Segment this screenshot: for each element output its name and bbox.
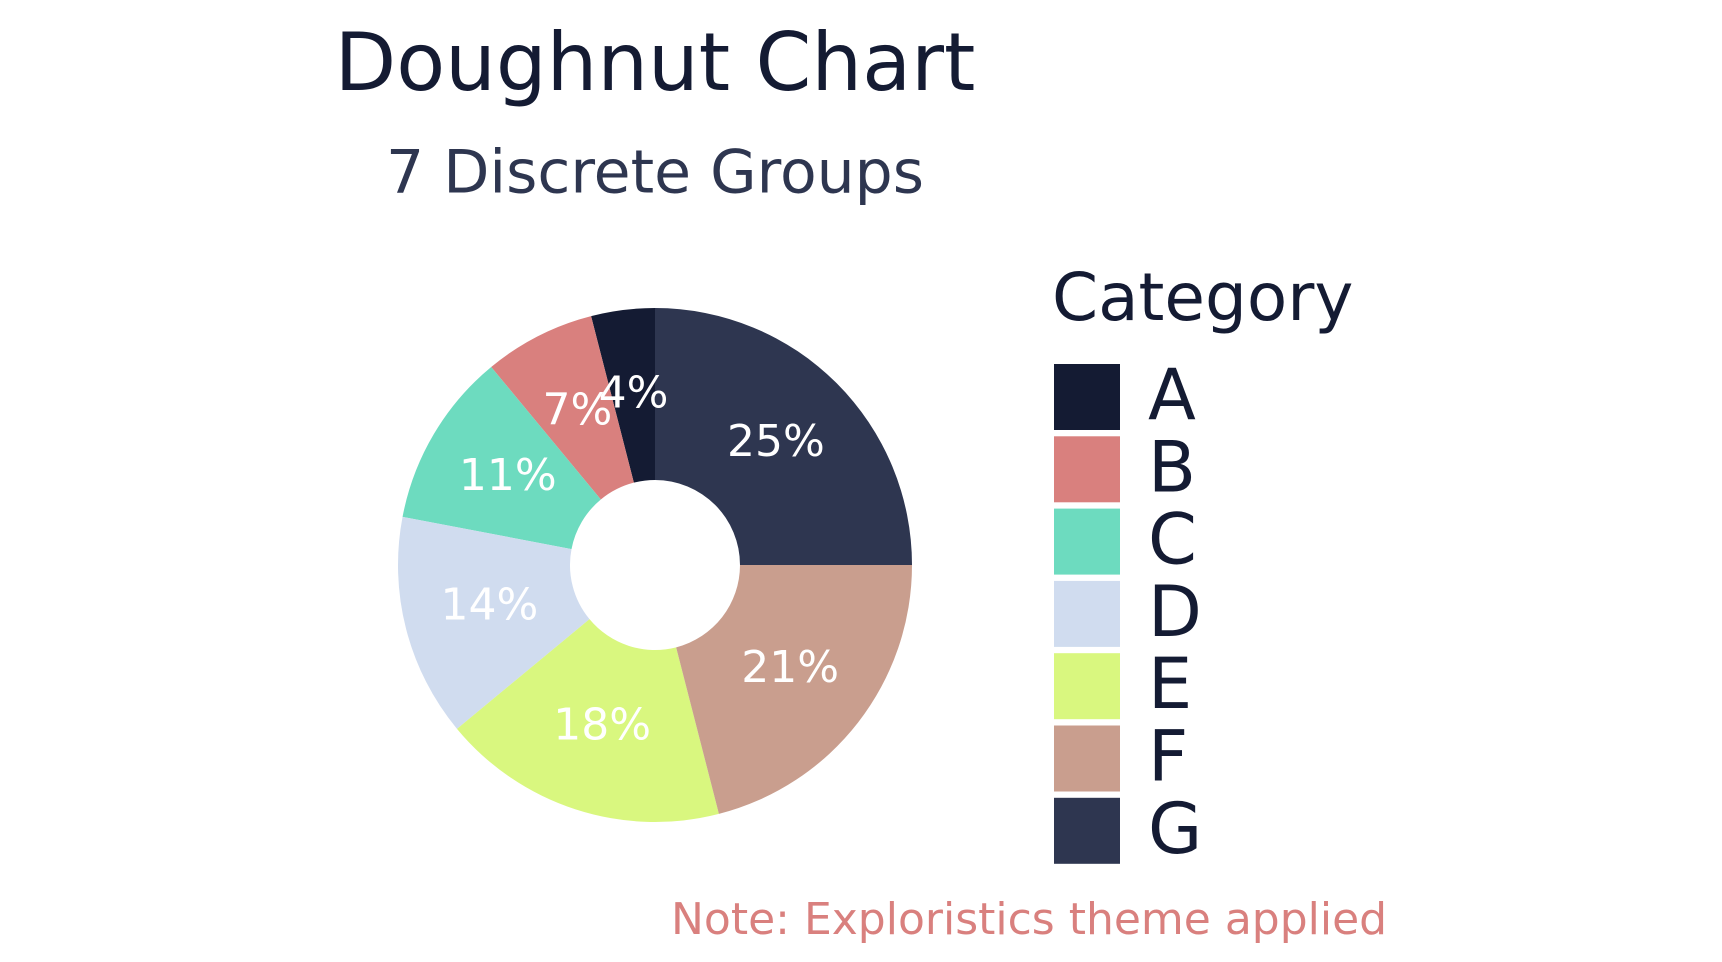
legend-label: E (1148, 643, 1192, 725)
legend-swatch (1054, 436, 1120, 503)
legend-title: Category (1052, 259, 1353, 336)
doughnut-slice (398, 516, 590, 729)
annotation: Note: Exploristics theme applied (671, 894, 1387, 945)
chart-title: Doughnut Chart (335, 16, 976, 109)
legend-label: G (1148, 788, 1202, 870)
legend-swatch (1054, 725, 1120, 792)
doughnut-slice (456, 619, 719, 822)
data-label: 14% (440, 580, 538, 631)
legend-label: A (1148, 354, 1196, 436)
data-label: 18% (553, 700, 651, 751)
legend-label: B (1148, 426, 1196, 508)
legend-swatch (1054, 653, 1120, 720)
legend-swatch (1054, 580, 1120, 647)
data-label: 4% (599, 367, 669, 418)
legend-label: D (1148, 571, 1202, 653)
doughnut-slice (655, 308, 912, 565)
data-label: 7% (542, 385, 612, 436)
legend-swatch (1054, 508, 1120, 575)
data-label: 11% (459, 450, 557, 501)
doughnut-slice (491, 316, 634, 500)
doughnut-slice (402, 366, 601, 550)
doughnut-slice (676, 565, 912, 814)
chart-subtitle: 7 Discrete Groups (386, 138, 924, 208)
doughnut-slice (591, 308, 655, 483)
legend-swatch (1054, 797, 1120, 864)
data-label: 25% (727, 416, 825, 467)
legend-label: C (1148, 499, 1197, 581)
legend-label: F (1148, 716, 1188, 798)
data-label: 21% (741, 642, 839, 693)
legend-swatch (1054, 364, 1120, 430)
